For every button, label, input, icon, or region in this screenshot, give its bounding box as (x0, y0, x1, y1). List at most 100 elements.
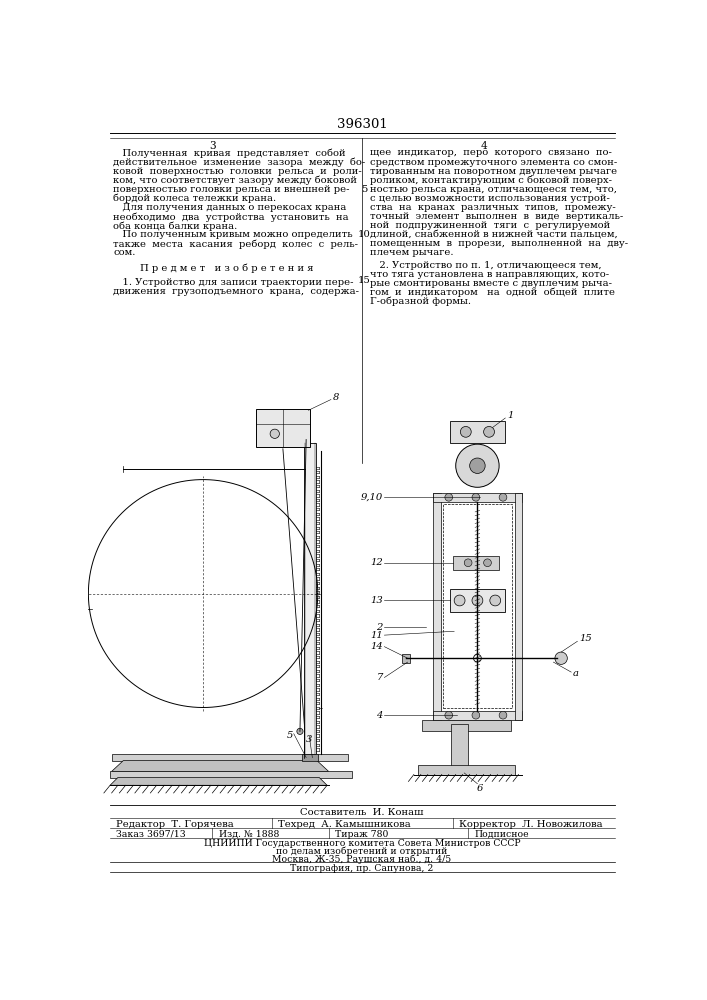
Text: 14: 14 (370, 642, 383, 651)
Text: Для получения данных о перекосах крана: Для получения данных о перекосах крана (113, 203, 346, 212)
Text: 1. Устройство для записи траектории пере-: 1. Устройство для записи траектории пере… (113, 278, 354, 287)
Circle shape (445, 711, 452, 719)
Text: ковой  поверхностью  головки  рельса  и  роли-: ковой поверхностью головки рельса и роли… (113, 167, 362, 176)
Bar (515, 493, 522, 720)
Text: 3: 3 (209, 141, 216, 151)
Text: Редактор  Т. Горячева: Редактор Т. Горячева (115, 820, 233, 829)
Bar (256, 409, 310, 447)
Text: ностью рельса крана, отличающееся тем, что,: ностью рельса крана, отличающееся тем, ч… (370, 185, 617, 194)
Bar (433, 711, 522, 720)
Text: бордой колеса тележки крана.: бордой колеса тележки крана. (113, 194, 276, 203)
Text: Москва, Ж-35, Раушская наб., д. 4/5: Москва, Ж-35, Раушская наб., д. 4/5 (272, 855, 452, 864)
Bar (451, 724, 468, 767)
Text: П р е д м е т   и з о б р е т е н и я: П р е д м е т и з о б р е т е н и я (139, 264, 313, 273)
Circle shape (490, 595, 501, 606)
Text: Корректор  Л. Новожилова: Корректор Л. Новожилова (459, 820, 602, 829)
Text: 15: 15 (579, 634, 592, 643)
Circle shape (460, 426, 472, 437)
Text: 1: 1 (507, 411, 513, 420)
Text: движения  грузоподъемного  крана,  содержа-: движения грузоподъемного крана, содержа- (113, 287, 359, 296)
Text: Г-образной формы.: Г-образной формы. (370, 297, 471, 306)
Circle shape (469, 458, 485, 473)
Polygon shape (112, 761, 329, 771)
Text: 8: 8 (332, 393, 339, 402)
Text: по делам изобретений и открытий: по делам изобретений и открытий (276, 847, 448, 856)
Text: 7: 7 (377, 673, 383, 682)
Text: 2. Устройство по п. 1, отличающееся тем,: 2. Устройство по п. 1, отличающееся тем, (370, 261, 602, 270)
Bar (433, 493, 522, 502)
Circle shape (297, 728, 303, 734)
Bar (303, 754, 317, 761)
Text: 5: 5 (361, 185, 368, 194)
Text: сом.: сом. (113, 248, 136, 257)
Text: 6: 6 (477, 784, 483, 793)
Bar (304, 443, 316, 754)
Text: 5: 5 (286, 732, 293, 740)
Text: рые смонтированы вместе с двуплечим рыча-: рые смонтированы вместе с двуплечим рыча… (370, 279, 612, 288)
Text: 4: 4 (480, 141, 487, 151)
Text: помещенным  в  прорези,  выполненной  на  дву-: помещенным в прорези, выполненной на дву… (370, 239, 628, 248)
Text: плечем рычаге.: плечем рычаге. (370, 248, 453, 257)
Text: средством промежуточного элемента со смон-: средством промежуточного элемента со смо… (370, 158, 617, 167)
Circle shape (454, 595, 465, 606)
Bar (73, 605, 79, 613)
Bar (421, 720, 510, 731)
Text: Заказ 3697/13: Заказ 3697/13 (115, 830, 185, 839)
Text: Тираж 780: Тираж 780 (335, 830, 388, 839)
Text: 9,10: 9,10 (361, 493, 383, 502)
Text: точный  элемент  выполнен  в  виде  вертикаль-: точный элемент выполнен в виде вертикаль… (370, 212, 623, 221)
Text: 3: 3 (306, 735, 312, 744)
Text: 396301: 396301 (337, 118, 387, 131)
Text: ЦНИИПИ Государственного комитета Совета Министров СССР: ЦНИИПИ Государственного комитета Совета … (204, 839, 520, 848)
Text: ства  на  кранах  различных  типов,  промежу-: ства на кранах различных типов, промежу- (370, 203, 616, 212)
Circle shape (464, 559, 472, 567)
Text: 4: 4 (377, 711, 383, 720)
Circle shape (472, 711, 480, 719)
Text: 10: 10 (358, 230, 370, 239)
Text: с целью возможности использования устрой-: с целью возможности использования устрой… (370, 194, 609, 203)
Bar (450, 421, 505, 443)
Text: Составитель  И. Конаш: Составитель И. Конаш (300, 808, 423, 817)
Text: ной  подпружиненной  тяги  с  регулируемой: ной подпружиненной тяги с регулируемой (370, 221, 610, 230)
Text: тированным на поворотном двуплечем рычаге: тированным на поворотном двуплечем рычаг… (370, 167, 617, 176)
Circle shape (456, 444, 499, 487)
Polygon shape (110, 778, 327, 785)
Text: роликом, контактирующим с боковой поверх-: роликом, контактирующим с боковой поверх… (370, 176, 612, 185)
Text: длиной, снабженной в нижней части пальцем,: длиной, снабженной в нижней части пальце… (370, 230, 617, 239)
Circle shape (474, 654, 481, 662)
Circle shape (472, 595, 483, 606)
Text: 15: 15 (358, 276, 370, 285)
Text: 2: 2 (377, 623, 383, 632)
Circle shape (484, 426, 494, 437)
Text: необходимо  два  устройства  установить  на: необходимо два устройства установить на (113, 212, 349, 222)
Text: a: a (573, 669, 579, 678)
Text: гом  и  индикатором   на  одной  общей  плите: гом и индикатором на одной общей плите (370, 288, 614, 297)
Text: 11: 11 (370, 631, 383, 640)
Text: По полученным кривым можно определить: По полученным кривым можно определить (113, 230, 353, 239)
Circle shape (499, 493, 507, 501)
Bar (433, 493, 441, 720)
Circle shape (445, 493, 452, 501)
Text: оба конца балки крана.: оба конца балки крана. (113, 221, 238, 231)
Bar (450, 589, 505, 612)
Text: Изд. № 1888: Изд. № 1888 (218, 830, 279, 839)
Bar (443, 504, 513, 708)
Circle shape (499, 711, 507, 719)
Text: также  места  касания  реборд  колес  с  рель-: также места касания реборд колес с рель- (113, 239, 358, 249)
Text: Полученная  кривая  представляет  собой: Полученная кривая представляет собой (113, 148, 346, 158)
Bar (452, 556, 499, 570)
Bar (418, 765, 515, 774)
Bar (402, 654, 410, 663)
Text: Типография, пр. Сапунова, 2: Типография, пр. Сапунова, 2 (291, 864, 433, 873)
Text: Техред  А. Камышникова: Техред А. Камышникова (279, 820, 411, 829)
Circle shape (270, 429, 279, 438)
Circle shape (555, 652, 567, 664)
Circle shape (484, 559, 491, 567)
Text: 12: 12 (370, 558, 383, 567)
Text: Подписное: Подписное (474, 830, 529, 839)
Text: действительное  изменение  зазора  между  бо-: действительное изменение зазора между бо… (113, 158, 366, 167)
Bar (110, 771, 352, 778)
Circle shape (472, 493, 480, 501)
Text: щее  индикатор,  перо  которого  связано  по-: щее индикатор, перо которого связано по- (370, 148, 612, 157)
Text: поверхностью головки рельса и внешней ре-: поверхностью головки рельса и внешней ре… (113, 185, 350, 194)
